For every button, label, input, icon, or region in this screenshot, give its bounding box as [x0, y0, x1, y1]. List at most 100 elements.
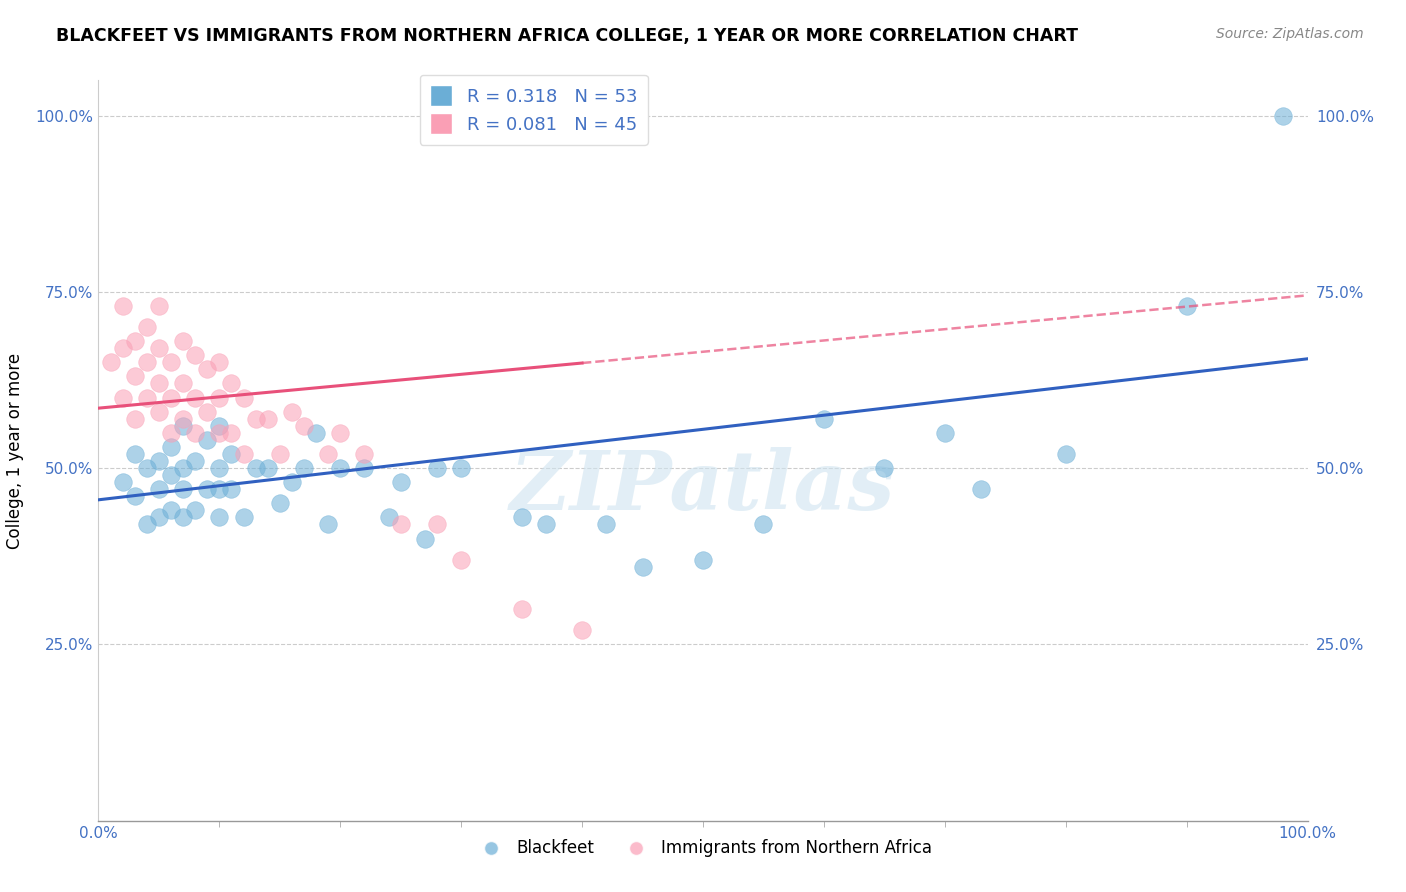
Point: [124, 489, 146, 503]
Point: [111, 391, 134, 405]
Point: [135, 517, 157, 532]
Point: [221, 482, 243, 496]
Point: [160, 355, 183, 369]
Point: [172, 411, 194, 425]
Point: [510, 602, 533, 616]
Point: [184, 454, 207, 468]
Point: [124, 369, 146, 384]
Point: [221, 376, 243, 391]
Point: [571, 624, 593, 638]
Point: [934, 425, 956, 440]
Point: [208, 355, 231, 369]
Point: [148, 482, 170, 496]
Point: [245, 461, 267, 475]
Point: [195, 405, 218, 419]
Point: [329, 425, 352, 440]
Point: [208, 482, 231, 496]
Point: [389, 475, 412, 490]
Point: [413, 532, 436, 546]
Point: [172, 461, 194, 475]
Point: [160, 503, 183, 517]
Point: [221, 447, 243, 461]
Point: [111, 299, 134, 313]
Point: [124, 447, 146, 461]
Point: [208, 391, 231, 405]
Point: [1054, 447, 1077, 461]
Point: [124, 411, 146, 425]
Point: [172, 376, 194, 391]
Point: [148, 299, 170, 313]
Point: [208, 425, 231, 440]
Point: [510, 510, 533, 524]
Point: [184, 503, 207, 517]
Point: [329, 461, 352, 475]
Point: [389, 517, 412, 532]
Point: [124, 334, 146, 348]
Point: [269, 447, 291, 461]
Point: [316, 517, 339, 532]
Point: [450, 461, 472, 475]
Point: [195, 482, 218, 496]
Point: [534, 517, 557, 532]
Y-axis label: College, 1 year or more: College, 1 year or more: [7, 352, 24, 549]
Point: [148, 454, 170, 468]
Point: [281, 405, 304, 419]
Point: [221, 425, 243, 440]
Point: [208, 461, 231, 475]
Point: [873, 461, 896, 475]
Point: [1175, 299, 1198, 313]
Legend: Blackfeet, Immigrants from Northern Africa: Blackfeet, Immigrants from Northern Afri…: [468, 833, 938, 864]
Point: [970, 482, 993, 496]
Point: [135, 391, 157, 405]
Point: [135, 320, 157, 334]
Point: [195, 433, 218, 447]
Point: [353, 447, 375, 461]
Point: [256, 411, 278, 425]
Point: [184, 425, 207, 440]
Point: [752, 517, 775, 532]
Point: [195, 362, 218, 376]
Point: [100, 355, 122, 369]
Point: [426, 461, 449, 475]
Text: BLACKFEET VS IMMIGRANTS FROM NORTHERN AFRICA COLLEGE, 1 YEAR OR MORE CORRELATION: BLACKFEET VS IMMIGRANTS FROM NORTHERN AF…: [56, 27, 1078, 45]
Point: [148, 405, 170, 419]
Point: [135, 355, 157, 369]
Point: [269, 496, 291, 510]
Point: [208, 418, 231, 433]
Point: [1272, 109, 1295, 123]
Point: [160, 440, 183, 454]
Point: [184, 348, 207, 362]
Point: [232, 391, 254, 405]
Point: [245, 411, 267, 425]
Point: [292, 461, 315, 475]
Point: [305, 425, 328, 440]
Point: [184, 391, 207, 405]
Point: [172, 510, 194, 524]
Point: [256, 461, 278, 475]
Point: [160, 425, 183, 440]
Point: [595, 517, 617, 532]
Point: [813, 411, 835, 425]
Point: [160, 468, 183, 483]
Point: [281, 475, 304, 490]
Point: [353, 461, 375, 475]
Point: [148, 510, 170, 524]
Point: [148, 376, 170, 391]
Point: [232, 447, 254, 461]
Point: [232, 510, 254, 524]
Point: [631, 559, 654, 574]
Text: Source: ZipAtlas.com: Source: ZipAtlas.com: [1216, 27, 1364, 41]
Point: [316, 447, 339, 461]
Text: ZIPatlas: ZIPatlas: [510, 448, 896, 527]
Point: [377, 510, 399, 524]
Point: [172, 334, 194, 348]
Point: [148, 341, 170, 355]
Point: [172, 482, 194, 496]
Point: [426, 517, 449, 532]
Point: [450, 553, 472, 567]
Point: [172, 418, 194, 433]
Point: [208, 510, 231, 524]
Point: [160, 391, 183, 405]
Point: [292, 418, 315, 433]
Point: [692, 553, 714, 567]
